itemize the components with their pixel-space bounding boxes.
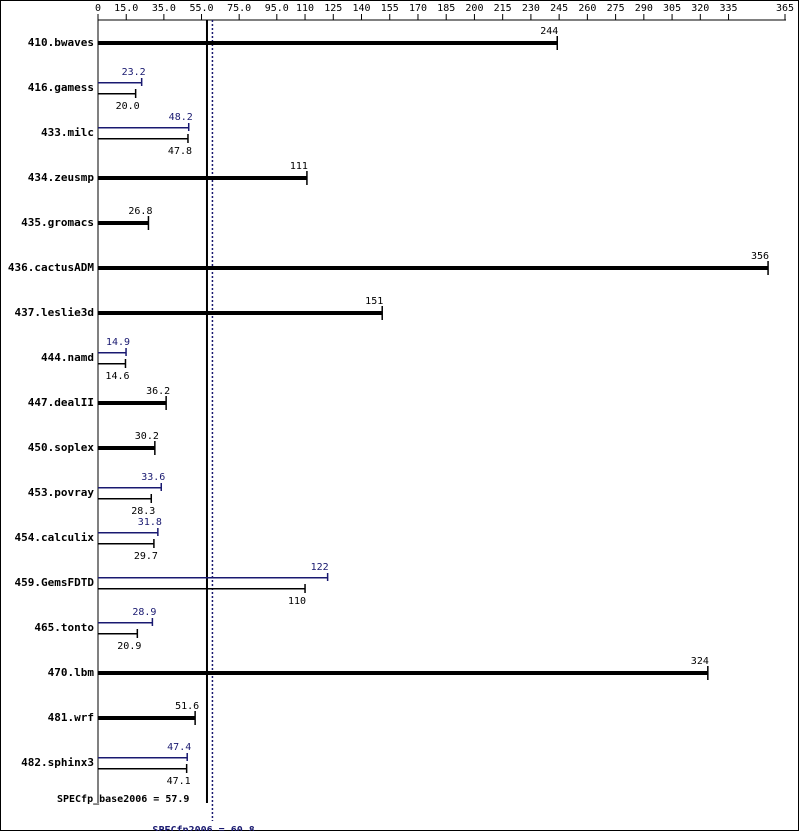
category-label: 482.sphinx3	[21, 756, 94, 769]
value-label: 48.2	[169, 112, 193, 123]
bar	[98, 93, 136, 95]
value-label: 14.9	[106, 337, 130, 348]
bar	[98, 498, 152, 500]
category-label: 481.wrf	[48, 711, 94, 724]
value-label: 110	[288, 596, 306, 607]
bar	[98, 671, 708, 675]
category-label: 459.GemsFDTD	[15, 576, 95, 589]
value-label: 47.8	[168, 146, 192, 157]
value-label: 51.6	[175, 701, 199, 712]
category-label: 470.lbm	[48, 666, 95, 679]
x-tick-label: 0	[95, 3, 101, 14]
value-label: 30.2	[135, 431, 159, 442]
value-label: 47.1	[167, 776, 191, 787]
value-label: 356	[751, 251, 769, 262]
bar	[98, 127, 189, 129]
value-label: 28.9	[132, 607, 156, 618]
category-label: 447.dealII	[28, 396, 94, 409]
bar	[98, 352, 127, 354]
x-tick-label: 55.0	[189, 3, 213, 14]
category-label: 434.zeusmp	[28, 171, 95, 184]
x-tick-label: 110	[296, 3, 314, 14]
category-label: 454.calculix	[15, 531, 95, 544]
value-label: 36.2	[146, 386, 170, 397]
category-label: 435.gromacs	[21, 216, 94, 229]
value-label: 33.6	[141, 472, 165, 483]
bar	[98, 266, 769, 270]
x-tick-label: 200	[465, 3, 483, 14]
bar	[98, 138, 188, 140]
category-label: 433.milc	[41, 126, 94, 139]
x-tick-label: 95.0	[265, 3, 289, 14]
bar	[98, 757, 188, 759]
category-label: 437.leslie3d	[15, 306, 94, 319]
reference-label: SPECfp2006 = 60.8	[152, 825, 254, 831]
bar	[98, 577, 328, 579]
x-tick-label: 230	[522, 3, 540, 14]
x-tick-label: 140	[352, 3, 370, 14]
bar	[98, 487, 162, 489]
x-tick-label: 275	[607, 3, 625, 14]
category-label: 465.tonto	[34, 621, 94, 634]
bar	[98, 41, 558, 45]
bar	[98, 633, 138, 635]
bar	[98, 311, 383, 315]
bar	[98, 176, 307, 180]
x-tick-label: 170	[409, 3, 427, 14]
x-tick-label: 155	[381, 3, 399, 14]
value-label: 14.6	[105, 371, 129, 382]
x-tick-label: 75.0	[227, 3, 251, 14]
bar	[98, 401, 167, 405]
x-tick-label: 185	[437, 3, 455, 14]
category-label: 450.soplex	[28, 441, 95, 454]
x-tick-label: 260	[578, 3, 596, 14]
value-label: 324	[691, 656, 709, 667]
x-tick-label: 365	[776, 3, 794, 14]
bar	[98, 588, 306, 590]
x-tick-label: 215	[494, 3, 512, 14]
value-label: 244	[540, 26, 558, 37]
value-label: 20.9	[117, 641, 141, 652]
x-tick-label: 305	[663, 3, 681, 14]
value-label: 31.8	[138, 517, 162, 528]
category-label: 453.povray	[28, 486, 95, 499]
bar	[98, 622, 153, 624]
bar	[98, 363, 126, 365]
bar	[98, 82, 142, 84]
category-label: 410.bwaves	[28, 36, 94, 49]
bar	[98, 768, 187, 770]
category-label: 436.cactusADM	[8, 261, 94, 274]
value-label: 151	[365, 296, 383, 307]
bar	[98, 532, 158, 534]
x-tick-label: 335	[720, 3, 738, 14]
x-tick-label: 15.0	[114, 3, 138, 14]
value-label: 122	[311, 562, 329, 573]
x-tick-label: 290	[635, 3, 653, 14]
category-label: 416.gamess	[28, 81, 94, 94]
value-label: 29.7	[134, 551, 158, 562]
x-tick-label: 35.0	[152, 3, 176, 14]
x-tick-label: 125	[324, 3, 342, 14]
x-tick-label: 320	[691, 3, 709, 14]
value-label: 23.2	[122, 67, 146, 78]
bar	[98, 221, 149, 225]
reference-label: SPECfp_base2006 = 57.9	[57, 794, 189, 805]
bar	[98, 543, 154, 545]
x-tick-label: 245	[550, 3, 568, 14]
value-label: 111	[290, 161, 308, 172]
value-label: 47.4	[167, 742, 191, 753]
bar	[98, 716, 196, 720]
bar	[98, 446, 155, 450]
value-label: 28.3	[131, 506, 155, 517]
value-label: 26.8	[128, 206, 152, 217]
category-label: 444.namd	[41, 351, 94, 364]
value-label: 20.0	[116, 101, 140, 112]
